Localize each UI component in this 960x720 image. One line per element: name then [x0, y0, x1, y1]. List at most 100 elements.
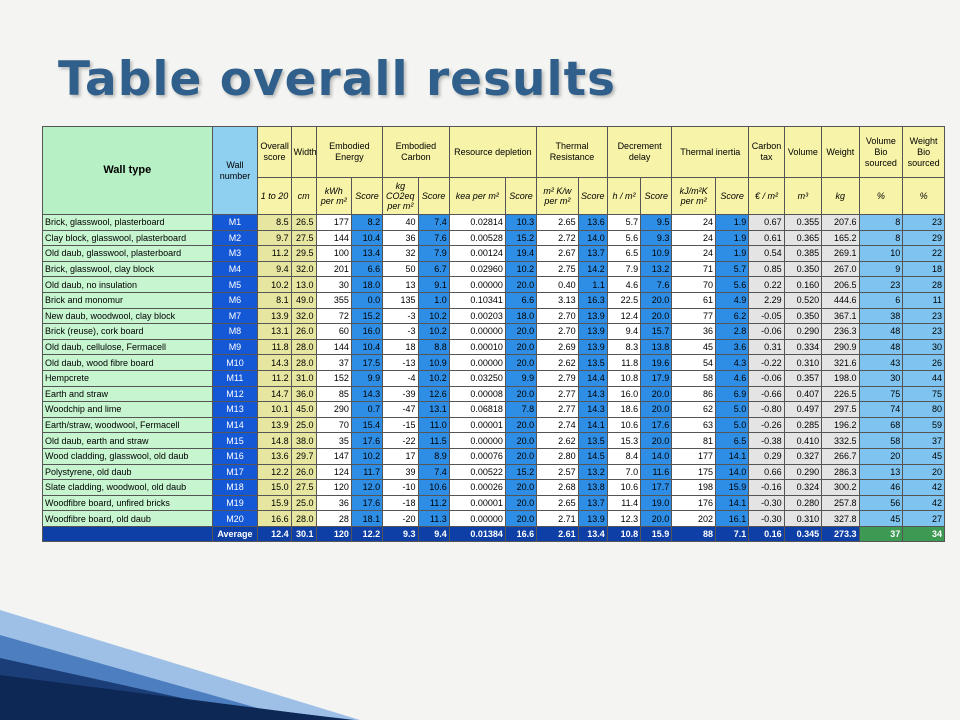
volume-bio-cell: 75: [859, 386, 903, 402]
header-carbon-tax: Carbon tax: [749, 127, 784, 178]
inertia-score-cell: 4.9: [716, 292, 749, 308]
decrement-score-cell: 20.0: [641, 386, 672, 402]
resource-score-cell: 20.0: [505, 324, 536, 340]
resistance-score-cell: 13.9: [578, 308, 607, 324]
inertia-score-cell: 14.0: [716, 464, 749, 480]
energy-score-cell: 0.0: [351, 292, 382, 308]
volume-cell: 0.385: [784, 246, 821, 262]
overall-score-cell: 10.2: [258, 277, 291, 293]
width-cell: 26.0: [291, 464, 316, 480]
decrement-score-cell: 17.9: [641, 370, 672, 386]
width-cell: 25.0: [291, 495, 316, 511]
resource-cell: 0.00001: [449, 417, 505, 433]
wall-number-cell: M12: [212, 386, 258, 402]
volume-cell: 0.324: [784, 480, 821, 496]
wall-number-cell: M7: [212, 308, 258, 324]
inertia-score-cell: 3.6: [716, 339, 749, 355]
wall-type-cell: Old daub, wood fibre board: [43, 355, 213, 371]
inertia-score-cell: 5.0: [716, 417, 749, 433]
volume-cell: 0.310: [784, 511, 821, 527]
resistance-score-cell: 14.1: [578, 417, 607, 433]
resistance-score-cell: 13.8: [578, 480, 607, 496]
resistance-score-cell: 13.2: [578, 464, 607, 480]
decrement-cell: 10.6: [607, 480, 640, 496]
wall-type-cell: Clay block, glasswool, plasterboard: [43, 230, 213, 246]
carbon-tax-cell: -0.06: [749, 370, 784, 386]
decrement-cell: 7.0: [607, 464, 640, 480]
carbon-score-cell: 7.4: [418, 215, 449, 231]
carbon-score-cell: 12.6: [418, 386, 449, 402]
weight-bio-cell: 27: [903, 511, 945, 527]
carbon-score-cell: 11.3: [418, 511, 449, 527]
header-thermal-inertia: Thermal inertia: [672, 127, 749, 178]
width-cell: 45.0: [291, 402, 316, 418]
resource-score-cell: 15.2: [505, 230, 536, 246]
weight-cell: 196.2: [822, 417, 859, 433]
carbon-cell: 13: [383, 277, 418, 293]
width-cell: 29.5: [291, 246, 316, 262]
carbon-score-cell: 9.1: [418, 277, 449, 293]
weight-cell: 444.6: [822, 292, 859, 308]
resource-score-cell: 20.0: [505, 355, 536, 371]
inertia-cell: 24: [672, 230, 716, 246]
header-decrement-delay: Decrement delay: [607, 127, 672, 178]
energy-cell: 60: [316, 324, 351, 340]
volume-cell: 0.310: [784, 355, 821, 371]
carbon-cell: 18: [383, 339, 418, 355]
unit-header: %: [903, 178, 945, 215]
weight-bio-cell: 23: [903, 308, 945, 324]
inertia-score-cell: 4.6: [716, 370, 749, 386]
weight-bio-cell: 45: [903, 448, 945, 464]
energy-score-cell: 6.6: [351, 261, 382, 277]
wall-number-cell: M5: [212, 277, 258, 293]
unit-header: kWh per m²: [316, 178, 351, 215]
header-resource-depletion: Resource depletion: [449, 127, 536, 178]
inertia-score-cell: 16.1: [716, 511, 749, 527]
wall-type-cell: Wood cladding, glasswool, old daub: [43, 448, 213, 464]
inertia-cell: 24: [672, 246, 716, 262]
resistance-cell: 2.68: [537, 480, 579, 496]
unit-header: Score: [578, 178, 607, 215]
table-row: Old daub, wood fibre board M10 14.3 28.0 37 1…: [43, 355, 945, 371]
resistance-score-cell: 13.5: [578, 355, 607, 371]
average-cell: 16.6: [505, 526, 536, 542]
volume-bio-cell: 8: [859, 230, 903, 246]
carbon-score-cell: 7.4: [418, 464, 449, 480]
inertia-cell: 58: [672, 370, 716, 386]
resource-cell: 0.00026: [449, 480, 505, 496]
weight-cell: 257.8: [822, 495, 859, 511]
width-cell: 26.0: [291, 324, 316, 340]
resistance-score-cell: 14.2: [578, 261, 607, 277]
unit-header: Score: [418, 178, 449, 215]
resource-score-cell: 20.0: [505, 417, 536, 433]
resource-score-cell: 20.0: [505, 339, 536, 355]
energy-score-cell: 15.2: [351, 308, 382, 324]
energy-cell: 28: [316, 511, 351, 527]
resource-cell: 0.00010: [449, 339, 505, 355]
energy-cell: 144: [316, 230, 351, 246]
weight-bio-cell: 44: [903, 370, 945, 386]
inertia-score-cell: 5.0: [716, 402, 749, 418]
unit-header: 1 to 20: [258, 178, 291, 215]
carbon-tax-cell: -0.06: [749, 324, 784, 340]
inertia-cell: 62: [672, 402, 716, 418]
wall-number-cell: M6: [212, 292, 258, 308]
resistance-score-cell: 13.9: [578, 339, 607, 355]
resource-score-cell: 20.0: [505, 386, 536, 402]
wall-type-cell: Woodchip and lime: [43, 402, 213, 418]
carbon-cell: 39: [383, 464, 418, 480]
unit-header: kg CO2eq per m²: [383, 178, 418, 215]
table-row: Clay block, glasswool, plasterboard M2 9.7…: [43, 230, 945, 246]
resource-score-cell: 9.9: [505, 370, 536, 386]
decrement-score-cell: 10.9: [641, 246, 672, 262]
wall-type-cell: Brick and monomur: [43, 292, 213, 308]
resource-cell: 0.06818: [449, 402, 505, 418]
energy-score-cell: 17.6: [351, 495, 382, 511]
inertia-cell: 175: [672, 464, 716, 480]
width-cell: 32.0: [291, 308, 316, 324]
unit-header: Score: [505, 178, 536, 215]
carbon-score-cell: 10.2: [418, 370, 449, 386]
carbon-tax-cell: 0.66: [749, 464, 784, 480]
weight-bio-cell: 42: [903, 495, 945, 511]
average-cell: 120: [316, 526, 351, 542]
